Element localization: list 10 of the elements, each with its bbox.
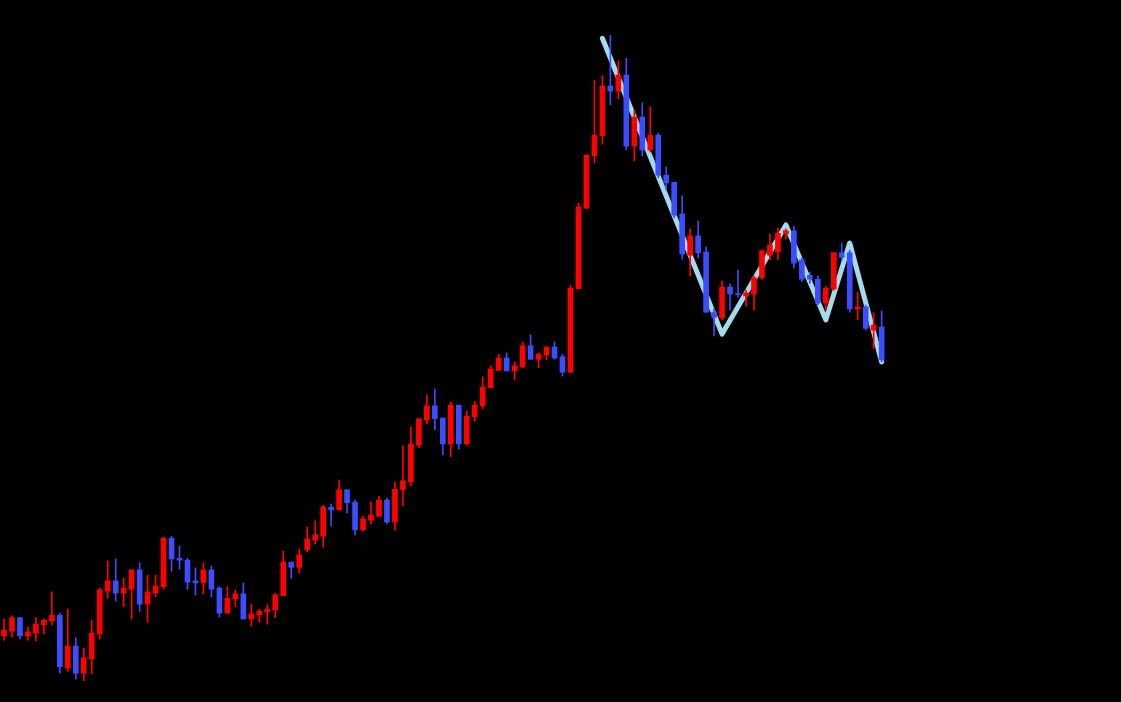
candlestick	[735, 269, 741, 298]
candlestick	[49, 591, 55, 626]
candlestick	[711, 307, 717, 337]
candlestick	[312, 520, 318, 545]
candlestick	[264, 604, 271, 625]
candlestick	[400, 445, 406, 507]
candlestick	[743, 289, 749, 307]
candlestick	[727, 283, 733, 311]
candlestick	[328, 503, 334, 527]
candlestick	[25, 626, 31, 641]
